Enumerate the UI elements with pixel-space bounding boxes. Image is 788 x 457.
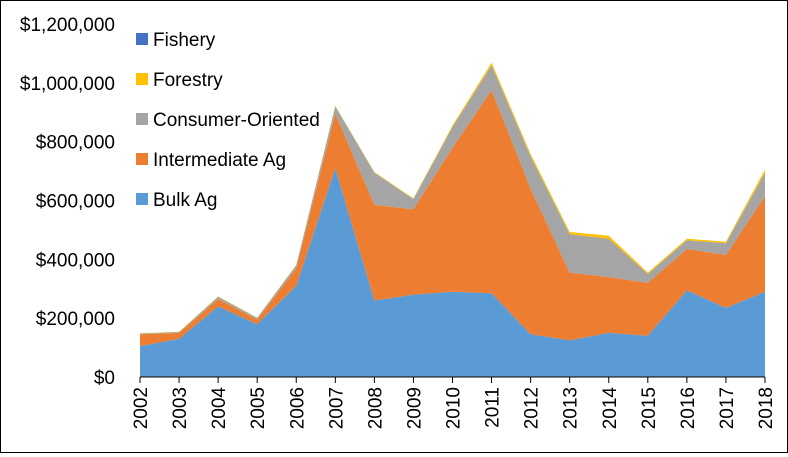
x-tick-label: 2008 (365, 387, 386, 429)
x-tick-label: 2010 (444, 387, 465, 429)
y-tick-labels: $0 $200,000 $400,000 $600,000 $800,000 $1,000… (20, 15, 115, 389)
y-tick-label: $200,000 (36, 309, 115, 330)
legend-label-bulk-ag: Bulk Ag (153, 190, 217, 211)
legend-label-forestry: Forestry (153, 70, 223, 91)
area-intermediate-ag (140, 90, 765, 347)
x-tick-label: 2004 (209, 387, 230, 430)
legend-label-consumer-oriented: Consumer-Oriented (153, 110, 320, 131)
x-tick-label: 2016 (678, 387, 699, 429)
y-tick-label: $1,000,000 (20, 74, 115, 95)
x-tick-label: 2006 (287, 387, 308, 429)
legend-swatch-forestry (136, 73, 148, 85)
y-tick-label: $800,000 (36, 133, 115, 154)
axes-layer (139, 376, 766, 383)
x-tick-label: 2011 (483, 387, 504, 428)
legend-swatch-bulk-ag (136, 193, 148, 205)
y-tick-label: $400,000 (36, 250, 115, 271)
legend-swatch-intermediate-ag (136, 153, 148, 165)
y-tick-label: $600,000 (36, 192, 115, 213)
legend-swatch-fishery (136, 33, 148, 45)
area-bulk-ag (140, 168, 765, 377)
x-tick-label: 2012 (522, 387, 543, 429)
y-tick-label: $0 (94, 368, 115, 389)
x-tick-labels: 2002 2003 2004 2005 2006 2007 2008 2009 2010 2011… (131, 387, 777, 430)
area-layer (140, 62, 765, 377)
area-consumer-oriented (140, 65, 765, 335)
x-tick-label: 2002 (131, 387, 152, 429)
x-tick-label: 2015 (639, 387, 660, 429)
x-tick-label: 2014 (600, 387, 621, 430)
legend-label-fishery: Fishery (153, 30, 216, 51)
x-tick-label: 2013 (561, 387, 582, 429)
x-tick-label: 2005 (248, 387, 269, 429)
x-tick-label: 2018 (756, 387, 777, 429)
legend-swatch-consumer-oriented (136, 113, 148, 125)
x-tick-label: 2009 (404, 387, 425, 429)
legend-label-intermediate-ag: Intermediate Ag (153, 150, 286, 171)
x-tick-label: 2017 (717, 387, 738, 429)
legend: Fishery Forestry Consumer-Oriented Intermed… (136, 30, 320, 211)
x-tick-label: 2007 (326, 387, 347, 429)
x-tick-label: 2003 (170, 387, 191, 429)
y-tick-label: $1,200,000 (20, 15, 115, 36)
